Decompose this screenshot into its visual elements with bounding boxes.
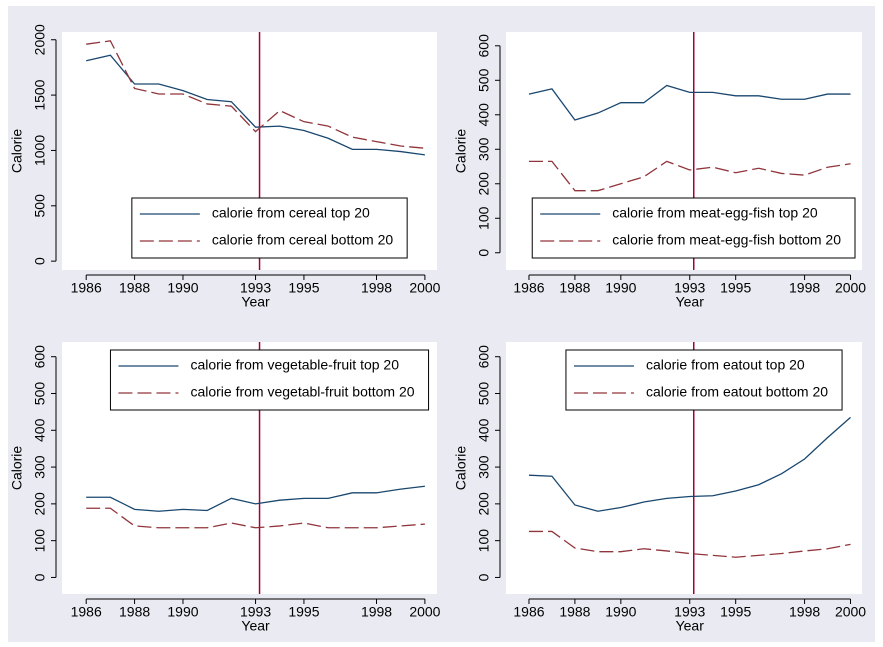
y-tick-label: 100 (476, 529, 492, 553)
x-tick-label: 2000 (835, 604, 866, 620)
series-line (86, 40, 425, 149)
legend-box (131, 197, 408, 259)
x-tick-label: 1986 (513, 280, 544, 296)
legend: calorie from meat-egg-fish top 20 calorie… (531, 197, 856, 259)
x-tick-label: 2000 (409, 280, 440, 296)
y-tick-label: 0 (32, 257, 48, 265)
x-tick-label: 1988 (119, 280, 150, 296)
legend-label: calorie from cereal bottom 20 (212, 232, 394, 248)
x-tick-label: 1993 (240, 604, 271, 620)
x-tick-label: 1995 (288, 280, 319, 296)
x-tick-label: 1995 (720, 280, 751, 296)
y-tick-label: 0 (476, 573, 492, 581)
legend-box (531, 197, 856, 259)
x-axis-title: Year (676, 294, 705, 310)
x-axis-title: Year (241, 618, 270, 634)
y-tick-label: 0 (476, 249, 492, 257)
y-tick-label: 300 (476, 137, 492, 161)
y-axis-title: Calorie (9, 129, 25, 174)
y-tick-label: 600 (32, 345, 48, 369)
y-tick-label: 300 (476, 455, 492, 479)
series-line (528, 530, 851, 558)
x-tick-label: 1993 (674, 604, 705, 620)
x-tick-label: 1988 (559, 280, 590, 296)
x-tick-label: 1986 (71, 280, 102, 296)
y-tick-label: 500 (476, 382, 492, 406)
legend-label: calorie from vegetabl-fruit bottom 20 (190, 384, 414, 400)
x-tick-label: 1993 (674, 280, 705, 296)
legend-label: calorie from cereal top 20 (212, 205, 370, 221)
y-tick-label: 100 (476, 206, 492, 230)
x-tick-label: 1998 (361, 604, 392, 620)
x-tick-label: 1998 (789, 280, 820, 296)
y-tick-label: 500 (476, 68, 492, 92)
y-tick-label: 400 (476, 418, 492, 442)
x-tick-label: 1988 (119, 604, 150, 620)
y-tick-label: 2000 (32, 24, 48, 55)
legend-label: calorie from eatout bottom 20 (646, 384, 828, 400)
x-tick-label: 1995 (720, 604, 751, 620)
legend-box (565, 349, 843, 411)
x-tick-label: 1990 (605, 280, 636, 296)
series-line (528, 160, 851, 192)
y-axis-title: Calorie (453, 446, 469, 491)
y-tick-label: 400 (476, 103, 492, 127)
x-tick-label: 2000 (835, 280, 866, 296)
x-tick-label: 1995 (288, 604, 319, 620)
y-tick-label: 400 (32, 418, 48, 442)
x-tick-label: 1988 (559, 604, 590, 620)
legend-label: calorie from meat-egg-fish top 20 (612, 205, 818, 221)
legend: calorie from eatout top 20 calorie from e… (565, 349, 843, 411)
x-tick-label: 1998 (361, 280, 392, 296)
x-axis-title: Year (241, 294, 270, 310)
series-line (86, 54, 425, 156)
x-tick-label: 1986 (513, 604, 544, 620)
legend-label: calorie from eatout top 20 (646, 357, 805, 373)
series-line (528, 416, 851, 512)
y-tick-label: 600 (476, 34, 492, 58)
y-tick-label: 500 (32, 382, 48, 406)
x-axis-title: Year (676, 618, 705, 634)
legend-label: calorie from meat-egg-fish bottom 20 (612, 232, 841, 248)
y-tick-label: 100 (32, 529, 48, 553)
y-tick-label: 300 (32, 455, 48, 479)
legend-box (109, 349, 430, 411)
x-tick-label: 1993 (240, 280, 271, 296)
y-tick-label: 600 (476, 345, 492, 369)
y-tick-label: 0 (32, 573, 48, 581)
y-tick-label: 200 (476, 172, 492, 196)
y-tick-label: 500 (32, 194, 48, 218)
series-line (86, 485, 425, 512)
x-tick-label: 1998 (789, 604, 820, 620)
y-tick-label: 1000 (32, 135, 48, 166)
y-tick-label: 200 (32, 492, 48, 516)
legend: calorie from cereal top 20 calorie from c… (131, 197, 408, 259)
series-line (528, 84, 851, 121)
legend-label: calorie from vegetable-fruit top 20 (190, 357, 399, 373)
x-tick-label: 1990 (167, 604, 198, 620)
y-tick-label: 200 (476, 492, 492, 516)
series-line (86, 507, 425, 529)
legend: calorie from vegetable-fruit top 20 calor… (109, 349, 430, 411)
x-tick-label: 1990 (605, 604, 636, 620)
x-tick-label: 2000 (409, 604, 440, 620)
y-axis-title: Calorie (9, 446, 25, 491)
y-axis-title: Calorie (453, 129, 469, 174)
y-tick-label: 1500 (32, 79, 48, 110)
x-tick-label: 1986 (71, 604, 102, 620)
x-tick-label: 1990 (167, 280, 198, 296)
